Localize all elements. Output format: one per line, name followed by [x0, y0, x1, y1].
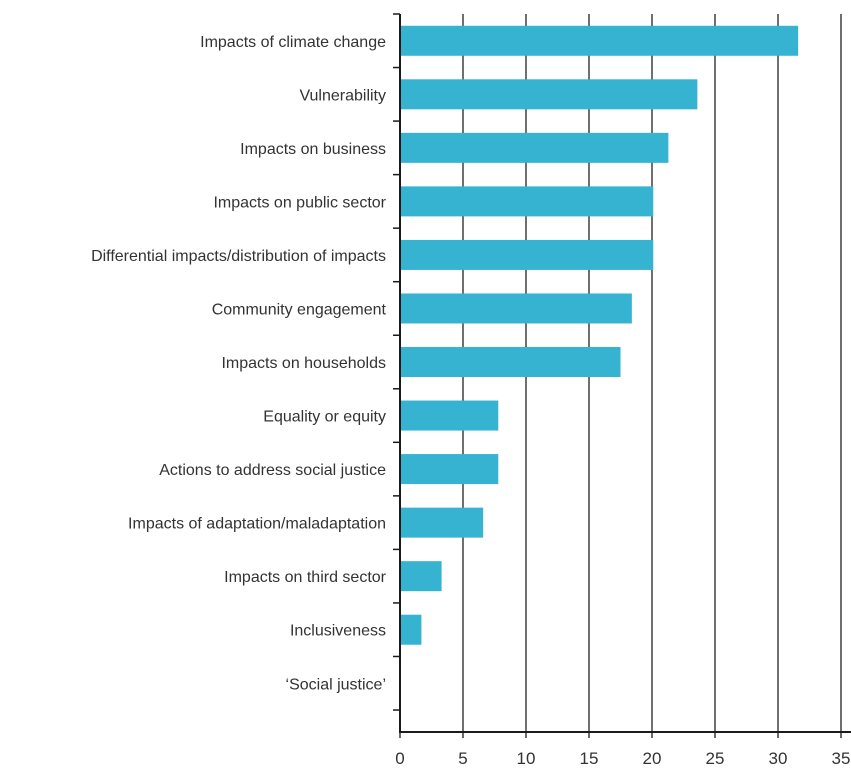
category-label-9: Impacts of adaptation/maladaptation: [128, 516, 386, 533]
category-label-6: Impacts on households: [221, 355, 386, 372]
x-tick-label-35: 35: [832, 749, 851, 768]
category-labels: Impacts of climate change Vulnerability Im…: [91, 34, 387, 693]
bar-2: [400, 132, 669, 163]
bar-1: [400, 79, 698, 110]
x-tick-label-0: 0: [395, 749, 404, 768]
category-label-0: Impacts of climate change: [200, 34, 386, 51]
x-tick-label-10: 10: [517, 749, 536, 768]
category-label-3: Impacts on public sector: [213, 194, 386, 211]
bar-5: [400, 293, 632, 324]
tick-labels: 0 5 10 15 20 25 30 35: [395, 749, 850, 768]
bar-4: [400, 239, 654, 270]
bars: [400, 25, 799, 645]
category-label-5: Community engagement: [212, 301, 387, 318]
bar-9: [400, 507, 484, 538]
bar-3: [400, 186, 654, 217]
category-label-1: Vulnerability: [299, 87, 386, 104]
bar-0: [400, 25, 799, 56]
category-label-4: Differential impacts/distribution of imp…: [91, 248, 386, 265]
x-tick-label-25: 25: [706, 749, 725, 768]
category-label-11: Inclusiveness: [290, 623, 386, 640]
axes: [393, 13, 851, 738]
x-tick-label-20: 20: [643, 749, 662, 768]
x-tick-label-15: 15: [580, 749, 599, 768]
bar-7: [400, 400, 499, 431]
bar-6: [400, 347, 621, 378]
category-label-10: Impacts on third sector: [224, 569, 387, 586]
bar-10: [400, 561, 442, 592]
category-label-12: ‘Social justice’: [286, 676, 386, 693]
category-label-7: Equality or equity: [263, 409, 386, 426]
bar-8: [400, 454, 499, 485]
x-tick-label-30: 30: [769, 749, 788, 768]
category-label-2: Impacts on business: [240, 141, 386, 158]
category-label-8: Actions to address social justice: [159, 462, 386, 479]
x-tick-label-5: 5: [458, 749, 467, 768]
bar-11: [400, 614, 422, 645]
